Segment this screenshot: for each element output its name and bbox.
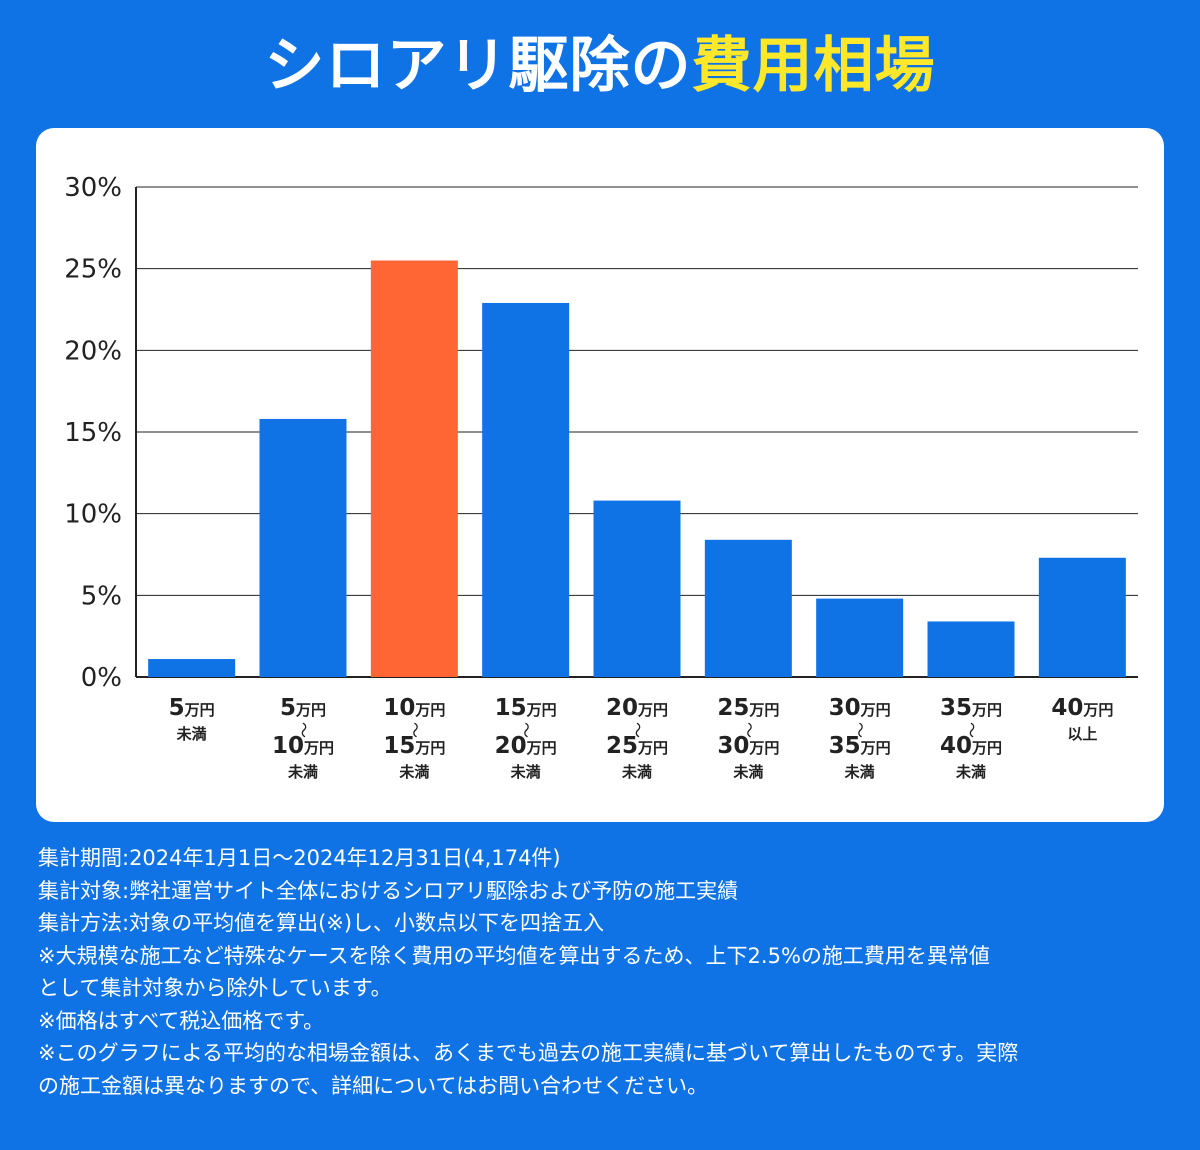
bar	[816, 598, 904, 677]
bar	[259, 418, 347, 677]
x-tick-label: 15万円	[383, 733, 445, 759]
bar	[1038, 557, 1126, 677]
x-tick-label: 35万円	[829, 733, 891, 759]
bar	[482, 302, 570, 677]
x-tick-label: 20万円	[606, 695, 668, 721]
note-line: 集計期間:2024年1月1日〜2024年12月31日(4,174件)	[38, 846, 561, 870]
x-tick-label: 40万円	[940, 733, 1002, 759]
bar	[148, 659, 236, 677]
y-tick-label: 5%	[81, 581, 122, 611]
x-tick-label: 15万円	[495, 695, 557, 721]
x-tick-label: 未満	[844, 763, 875, 781]
title-main: シロアリ駆除の	[264, 31, 692, 101]
x-tick-label: 未満	[955, 763, 986, 781]
bar	[704, 539, 792, 677]
x-tick-label: 未満	[732, 763, 763, 781]
y-tick-label: 25%	[64, 255, 122, 285]
note-line: 集計方法:対象の平均値を算出(※)し、小数点以下を四捨五入	[38, 911, 605, 935]
x-tick-label: 5万円	[280, 695, 326, 721]
x-tick-separator: 〜	[405, 722, 424, 738]
chart-card: 0% 5% 10% 15% 20% 25% 30% 5万円 未満 5万円〜 10万円 未満 10万円〜 1…	[36, 128, 1164, 822]
x-tick-label: 40万円	[1051, 695, 1113, 721]
x-tick-label: 30万円	[717, 733, 779, 759]
note-line: ※大規模な施工など特殊なケースを除く費用の平均値を算出するため、上下2.5%の施…	[38, 943, 990, 968]
note-line: として集計対象から除外しています。	[38, 976, 392, 1000]
x-tick-label: 未満	[287, 763, 318, 781]
x-tick-separator: 〜	[962, 722, 981, 738]
y-tick-label: 15%	[64, 418, 122, 448]
y-tick-label: 0%	[81, 663, 122, 693]
x-tick-separator: 〜	[851, 722, 870, 738]
bar	[927, 621, 1015, 677]
x-tick-separator: 〜	[628, 722, 647, 738]
x-tick-label: 未満	[176, 725, 207, 743]
x-tick-label: 35万円	[940, 695, 1002, 721]
note-line: ※このグラフによる平均的な相場金額は、あくまでも過去の施工実績に基づいて算出した…	[38, 1041, 1019, 1065]
x-tick-label: 20万円	[495, 733, 557, 759]
x-tick-label: 25万円	[717, 695, 779, 721]
x-tick-separator: 〜	[517, 722, 536, 738]
y-tick-label: 30%	[64, 173, 122, 203]
x-tick-label: 25万円	[606, 733, 668, 759]
x-tick-label: 30万円	[829, 695, 891, 721]
title-highlight: 費用相場	[691, 31, 936, 101]
x-tick-label: 以上	[1067, 725, 1097, 743]
bar	[593, 500, 681, 677]
x-tick-label: 未満	[398, 763, 429, 781]
note-line: 集計対象:弊社運営サイト全体におけるシロアリ駆除および予防の施工実績	[38, 878, 739, 903]
x-tick-label: 10万円	[383, 695, 445, 721]
y-tick-label: 20%	[64, 336, 122, 366]
bar	[370, 260, 458, 677]
x-tick-separator: 〜	[739, 722, 758, 738]
x-tick-label: 未満	[510, 763, 541, 781]
x-tick-separator: 〜	[294, 722, 313, 738]
x-tick-label: 10万円	[272, 733, 334, 759]
bar-chart: 0%5%10%15%20%25%30%5万円未満5万円〜10万円未満10万円〜1…	[64, 173, 1138, 781]
note-line: の施工金額は異なりますので、詳細についてはお問い合わせください。	[38, 1073, 709, 1098]
x-tick-label: 未満	[621, 763, 652, 781]
y-tick-label: 10%	[64, 500, 122, 530]
footnotes: 集計期間:2024年1月1日〜2024年12月31日(4,174件) 集計対象:…	[38, 842, 1168, 1102]
page-title: シロアリ駆除の費用相場	[0, 28, 1200, 104]
note-line: ※価格はすべて税込価格です。	[38, 1008, 325, 1033]
x-tick-label: 5万円	[169, 695, 215, 721]
